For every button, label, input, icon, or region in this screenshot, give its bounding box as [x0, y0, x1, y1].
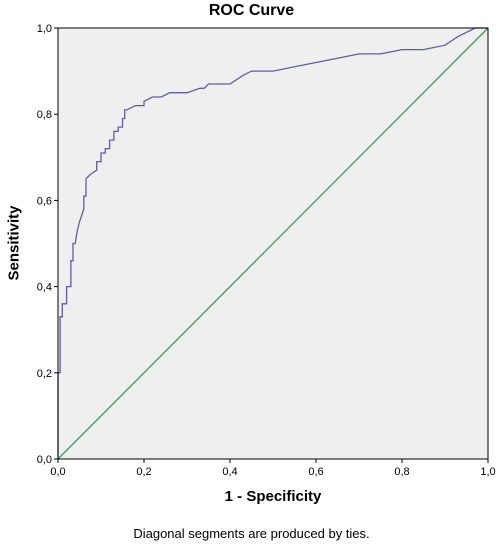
- x-axis-label: 1 - Specificity: [224, 488, 322, 505]
- x-tick-label: 1,0: [480, 466, 495, 478]
- y-tick-label: 0,2: [37, 368, 52, 380]
- chart-title: ROC Curve: [208, 2, 295, 19]
- y-tick-label: 0,0: [37, 454, 52, 466]
- reference-diagonal-line: [57, 27, 489, 460]
- x-tick-label: 0,0: [50, 466, 65, 478]
- x-tick-label: 0,2: [136, 466, 151, 478]
- y-tick-label: 0,8: [37, 109, 52, 121]
- axis-ticks: 0,0 0,2 0,4 0,6 0,8 1,0 0,0 0,2 0,4 0,6 0,8 1,0: [37, 23, 496, 478]
- y-axis-label: Sensitivity: [5, 205, 23, 281]
- x-tick-label: 0,8: [394, 466, 409, 478]
- x-tick-label: 0,4: [222, 466, 237, 478]
- plot-frame: [57, 27, 489, 460]
- y-tick-label: 1,0: [37, 23, 52, 35]
- roc-curve-line: [57, 27, 488, 459]
- y-tick-label: 0,4: [37, 282, 52, 294]
- y-tick-label: 0,6: [37, 195, 52, 207]
- x-tick-label: 0,6: [308, 466, 323, 478]
- chart-footnote: Diagonal segments are produced by ties.: [133, 526, 370, 541]
